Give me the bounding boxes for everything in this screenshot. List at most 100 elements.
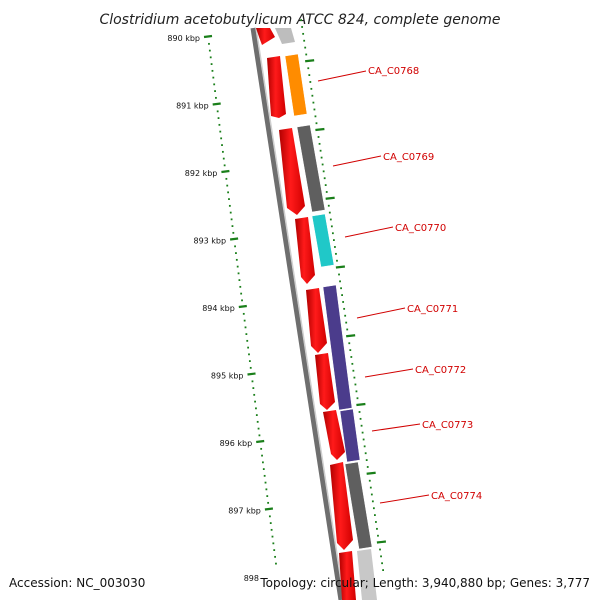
outer-minor-dot — [303, 39, 306, 42]
minor-tick-dot — [260, 447, 263, 450]
outer-minor-dot — [335, 252, 337, 255]
outer-minor-dot — [315, 122, 318, 125]
minor-tick-dot — [255, 414, 258, 416]
cds-arrow[interactable] — [339, 551, 356, 600]
outer-minor-dot — [348, 342, 351, 345]
outer-minor-dot — [380, 555, 382, 558]
minor-tick-dot — [270, 528, 273, 531]
outer-minor-dot — [321, 163, 324, 166]
outer-minor-dot — [318, 142, 321, 145]
cds-arrow[interactable] — [295, 217, 315, 284]
outer-major-tick — [366, 471, 376, 475]
outer-minor-dot — [372, 507, 375, 510]
outer-minor-dot — [300, 19, 302, 21]
outer-minor-dot — [360, 424, 363, 427]
minor-tick-dot — [257, 427, 260, 430]
gene-label-ca-c0773[interactable]: CA_C0773 — [422, 420, 473, 431]
minor-tick-dot — [223, 164, 226, 167]
minor-tick-dot — [244, 326, 247, 329]
outer-minor-dot — [336, 259, 338, 262]
minor-tick-dot — [237, 272, 240, 275]
gene-label-ca-c0768[interactable]: CA_C0768 — [368, 66, 419, 77]
minor-tick-dot — [241, 299, 243, 302]
minor-tick-dot — [269, 522, 272, 524]
cds-arrow[interactable] — [306, 288, 327, 353]
outer-minor-dot — [324, 184, 327, 186]
accession-text: Accession: NC_003030 — [9, 576, 145, 590]
outer-minor-dot — [350, 356, 353, 358]
outer-major-tick — [356, 402, 366, 407]
outer-minor-dot — [355, 390, 358, 393]
minor-tick-dot — [222, 157, 225, 160]
minor-tick-dot — [220, 137, 223, 140]
gene-label-ca-c0770[interactable]: CA_C0770 — [395, 223, 446, 234]
minor-tick-dot — [272, 542, 275, 545]
minor-tick-dot — [262, 461, 264, 464]
gene-label-ca-c0772[interactable]: CA_C0772 — [415, 365, 466, 376]
outer-minor-dot — [342, 301, 345, 303]
outer-major-tick — [376, 540, 387, 544]
outer-minor-dot — [309, 81, 312, 83]
outer-major-tick — [335, 265, 346, 269]
minor-tick-dot — [251, 380, 254, 383]
outer-minor-dot — [320, 156, 323, 159]
cds-arrow[interactable] — [256, 28, 275, 45]
outer-minor-dot — [333, 239, 335, 241]
cds-arrow[interactable] — [279, 128, 305, 215]
minor-tick-dot — [266, 495, 269, 497]
minor-tick-dot — [268, 515, 271, 518]
outer-minor-dot — [375, 521, 377, 523]
minor-tick-dot — [253, 393, 256, 396]
minor-tick-dot — [256, 420, 259, 423]
outer-minor-dot — [376, 527, 378, 530]
outer-minor-dot — [369, 486, 372, 489]
minor-tick-dot — [208, 42, 210, 45]
cds-arrow[interactable] — [330, 462, 353, 550]
minor-tick-dot — [211, 69, 214, 72]
outer-minor-dot — [365, 459, 368, 461]
outer-minor-dot — [338, 273, 340, 276]
outer-minor-dot — [341, 294, 343, 296]
minor-tick-dot — [273, 549, 276, 551]
outer-minor-dot — [362, 438, 365, 441]
gene-label-ca-c0769[interactable]: CA_C0769 — [383, 152, 434, 163]
minor-tick-dot — [242, 312, 245, 315]
outer-minor-dot — [331, 232, 334, 235]
minor-tick-dot — [232, 231, 235, 234]
minor-tick-dot — [263, 474, 266, 477]
cds-arrow[interactable] — [267, 56, 286, 118]
tick-label: 892 kbp — [185, 169, 218, 178]
minor-tick-dot — [225, 177, 228, 180]
gene-block-ca-c0770[interactable] — [311, 213, 335, 268]
gene-block-ca-c0771-c0772[interactable] — [322, 284, 353, 411]
minor-tick-dot — [214, 90, 216, 92]
outer-minor-dot — [349, 349, 352, 351]
outer-major-tick — [325, 196, 335, 200]
cds-arrow[interactable] — [315, 353, 335, 410]
gene-label-ca-c0774[interactable]: CA_C0774 — [431, 491, 482, 502]
major-tick-mark — [212, 102, 221, 106]
gene-block-ca-c0769[interactable] — [296, 124, 326, 213]
outer-minor-dot — [368, 479, 371, 482]
cds-arrow[interactable] — [323, 410, 345, 460]
outer-minor-dot — [322, 170, 325, 173]
minor-tick-dot — [208, 49, 211, 52]
gene-label-ca-c0771[interactable]: CA_C0771 — [407, 304, 458, 315]
genome-backbone — [250, 27, 345, 600]
gene-block-ca-c0774[interactable] — [344, 461, 373, 550]
outer-minor-dot — [381, 562, 383, 565]
tick-label: 896 kbp — [220, 439, 253, 448]
major-tick-mark — [247, 372, 256, 376]
major-tick-mark — [256, 439, 265, 444]
outer-minor-dot — [302, 32, 305, 35]
gene-block-ca-c0768[interactable] — [284, 53, 308, 117]
outer-major-tick — [346, 334, 356, 338]
minor-tick-dot — [221, 150, 224, 153]
minor-tick-dot — [229, 211, 232, 214]
feature-tracks — [256, 28, 377, 600]
gene-block-ca-c0773[interactable] — [339, 408, 361, 463]
outer-minor-dot — [311, 94, 314, 97]
outer-minor-dot — [371, 500, 374, 503]
outer-minor-dot — [327, 204, 330, 207]
tick-label: 898 — [244, 574, 259, 583]
